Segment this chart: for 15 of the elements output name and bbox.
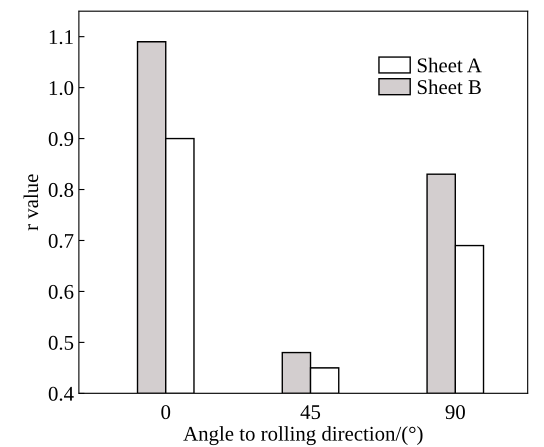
y-tick-label: 0.4	[48, 386, 74, 401]
y-axis-title: r value	[24, 174, 38, 230]
x-tick-label: 45	[300, 405, 320, 420]
y-tick-label: 0.5	[48, 336, 74, 350]
legend-label: Sheet A	[418, 58, 482, 72]
x-axis-title: Angle to rolling direction/(°)	[183, 426, 423, 446]
y-tick-label: 0.8	[48, 182, 74, 198]
x-tick-label: 0	[161, 405, 170, 420]
x-tick-label: 90	[446, 405, 465, 420]
y-tick-label: 0.9	[48, 132, 74, 146]
y-tick-label: 1.1	[50, 30, 73, 44]
y-tick-label: 1.0	[50, 80, 74, 96]
y-tick-label: 0.7	[48, 234, 74, 248]
y-tick-label: 0.6	[48, 284, 74, 299]
legend-label: Sheet B	[418, 79, 481, 94]
